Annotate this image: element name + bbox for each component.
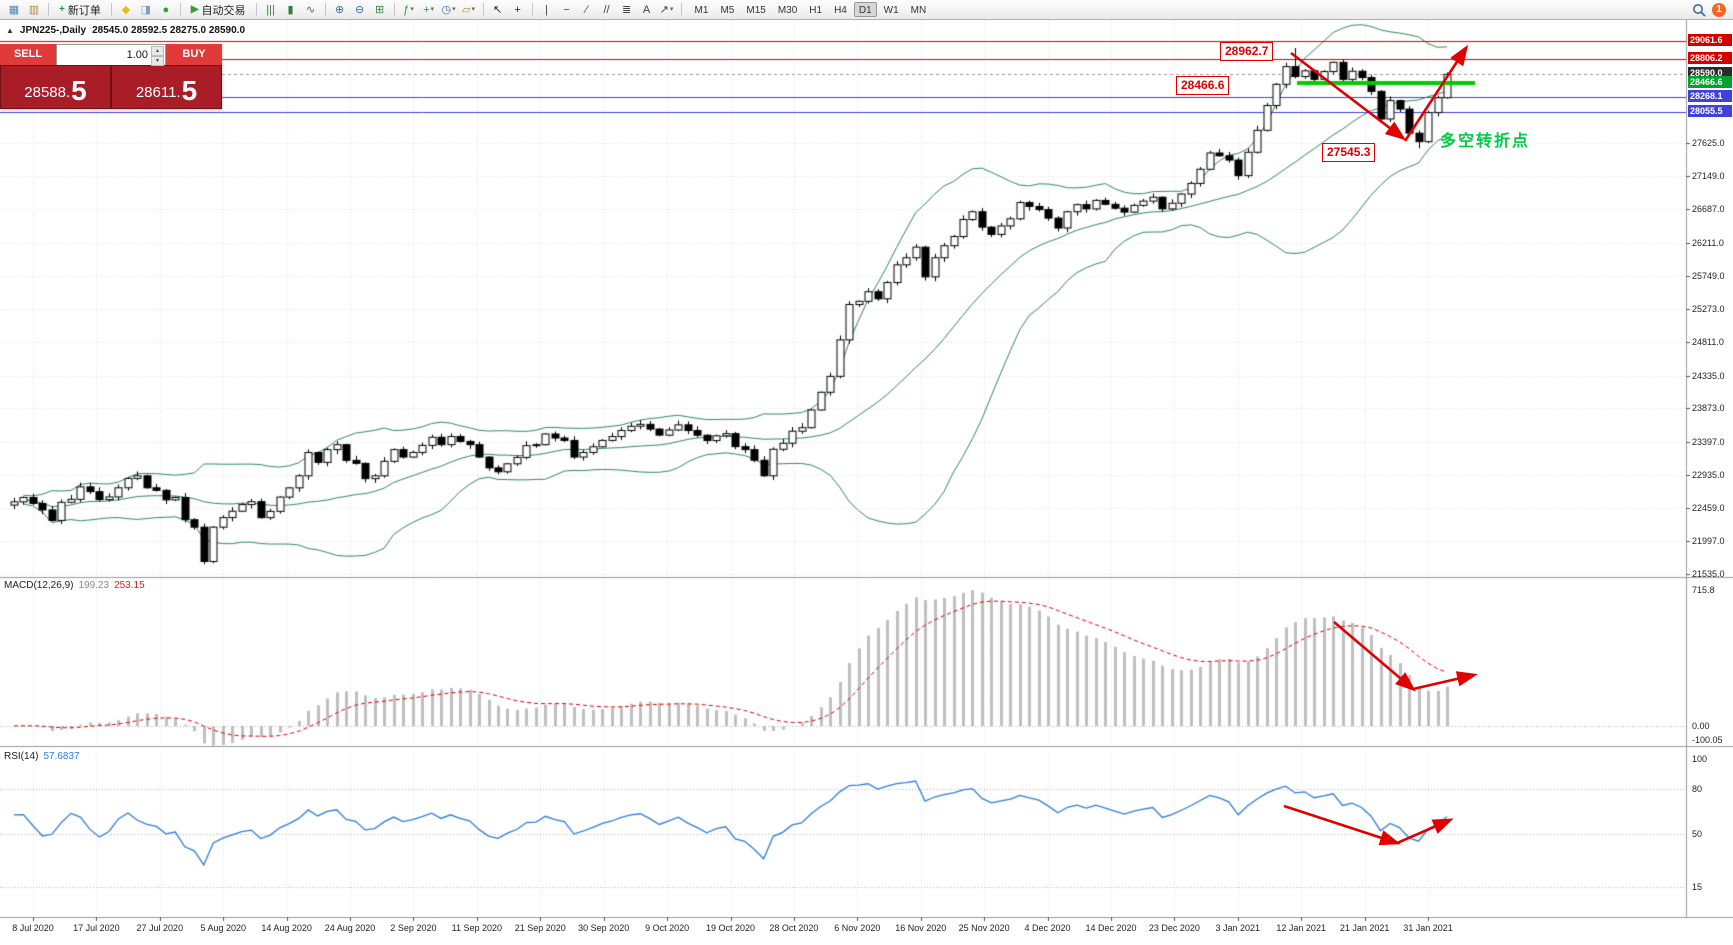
- one-click-trading-panel: SELL ▲ ▼ BUY 28588.5 28611.5: [0, 44, 222, 109]
- price-annotation-peak[interactable]: 28962.7: [1220, 42, 1274, 61]
- zoom-out-icon[interactable]: ⊖: [354, 3, 365, 16]
- volume-decrease-button[interactable]: ▼: [151, 56, 164, 66]
- chart-ohlc: 28545.0 28592.5 28275.0 28590.0: [92, 25, 246, 36]
- timeframe-M5[interactable]: M5: [720, 5, 735, 16]
- profiles-icon[interactable]: ▥: [28, 3, 40, 16]
- volume-input[interactable]: [57, 45, 165, 65]
- timeframe-D1[interactable]: D1: [853, 2, 877, 17]
- rsi-indicator-label: RSI(14) 57.6837: [4, 751, 80, 762]
- toolbar-separator: [324, 3, 326, 16]
- sell-price: 28588.: [24, 84, 71, 101]
- bars-chart-icon[interactable]: |||: [266, 3, 275, 16]
- timeframe-M15[interactable]: M15: [746, 5, 766, 16]
- price-annotation-low[interactable]: 27545.3: [1322, 143, 1376, 162]
- timeframe-toolbar: M1 M5 M15 M30 H1 H4 D1 W1 MN: [689, 2, 933, 17]
- sell-price-button[interactable]: 28588. 5: [1, 66, 110, 108]
- notification-badge[interactable]: 1: [1712, 2, 1726, 17]
- trade-panel-controls: SELL ▲ ▼ BUY: [0, 44, 222, 66]
- volume-increase-button[interactable]: ▲: [151, 46, 164, 56]
- new-order-button[interactable]: + 新订单: [59, 4, 101, 17]
- add-indicator-icon[interactable]: + ▾: [423, 3, 435, 16]
- turning-point-label[interactable]: 多空转折点: [1440, 133, 1531, 150]
- text-tool-icon[interactable]: A: [642, 3, 651, 16]
- toolbar-separator: [48, 3, 49, 16]
- macd-indicator-label: MACD(12,26,9) 199.23 253.15: [4, 580, 145, 591]
- toolbar-separator: [680, 3, 682, 16]
- toolbar-separator: [482, 3, 484, 16]
- horizontal-line-icon[interactable]: −: [563, 3, 570, 16]
- candles-chart-icon[interactable]: ▮: [287, 3, 294, 16]
- volume-field: ▲ ▼: [56, 44, 166, 66]
- terminal-icon[interactable]: ◆: [121, 3, 131, 16]
- buy-button[interactable]: BUY: [166, 44, 222, 65]
- channel-icon[interactable]: //: [603, 3, 610, 16]
- alerts-icon[interactable]: ●: [162, 3, 170, 16]
- toolbar-separator: [531, 3, 533, 16]
- timeframe-MN[interactable]: MN: [910, 5, 927, 16]
- timeframe-M30[interactable]: M30: [777, 5, 798, 16]
- arrows-tool-icon[interactable]: ↗ ▾: [659, 3, 674, 16]
- vertical-line-icon[interactable]: |: [545, 3, 548, 16]
- crosshair-icon[interactable]: +: [514, 3, 521, 16]
- sell-button[interactable]: SELL: [0, 44, 56, 65]
- periods-icon[interactable]: ◷ ▾: [441, 3, 456, 16]
- buy-price-button[interactable]: 28611. 5: [112, 66, 221, 108]
- timeframe-M1[interactable]: M1: [694, 5, 709, 16]
- buy-price: 28611.: [135, 84, 181, 101]
- tile-windows-icon[interactable]: ⊞: [374, 3, 385, 16]
- auto-trading-button[interactable]: ▶ 自动交易: [190, 4, 246, 17]
- search-icon[interactable]: [1692, 3, 1706, 17]
- timeframe-H1[interactable]: H1: [809, 5, 823, 16]
- toolbar-separator: [179, 3, 181, 16]
- line-chart-icon[interactable]: ∿: [305, 3, 316, 16]
- toolbar-separator: [393, 3, 395, 16]
- timeframe-W1[interactable]: W1: [883, 5, 899, 16]
- trendline-icon[interactable]: ∕: [585, 3, 588, 16]
- fibonacci-icon[interactable]: ≣: [621, 3, 632, 16]
- cursor-icon[interactable]: ↖: [492, 3, 503, 16]
- chart-title: JPN225-,Daily: [19, 25, 87, 36]
- chart-window-icon: ▲: [6, 26, 14, 35]
- volume-spinner: ▲ ▼: [151, 46, 164, 66]
- toolbar-separator: [255, 3, 257, 16]
- templates-icon[interactable]: ▱ ▾: [462, 3, 476, 16]
- price-annotation-support[interactable]: 28466.6: [1176, 76, 1230, 95]
- toolbar-separator: [110, 3, 112, 16]
- timeframe-H4[interactable]: H4: [834, 5, 847, 16]
- zoom-in-icon[interactable]: ⊕: [334, 3, 345, 16]
- chart-header: ▲ JPN225-,Daily 28545.0 28592.5 28275.0 …: [6, 25, 245, 36]
- toolbar: ▦ ▥ + 新订单 ◆ ◨ ● ▶ 自动交易 ||| ▮ ∿ ⊕ ⊖ ⊞ ƒ ▾ + ▾ ◷ ▾ ▱ ▾ ↖ + | − ∕ // ≣ A ↗…: [0, 0, 1733, 20]
- new-chart-icon[interactable]: ▦: [8, 3, 20, 16]
- trade-panel-prices: 28588. 5 28611. 5: [0, 65, 222, 109]
- data-window-icon[interactable]: ◨: [140, 3, 152, 16]
- indicators-icon[interactable]: ƒ ▾: [403, 3, 414, 16]
